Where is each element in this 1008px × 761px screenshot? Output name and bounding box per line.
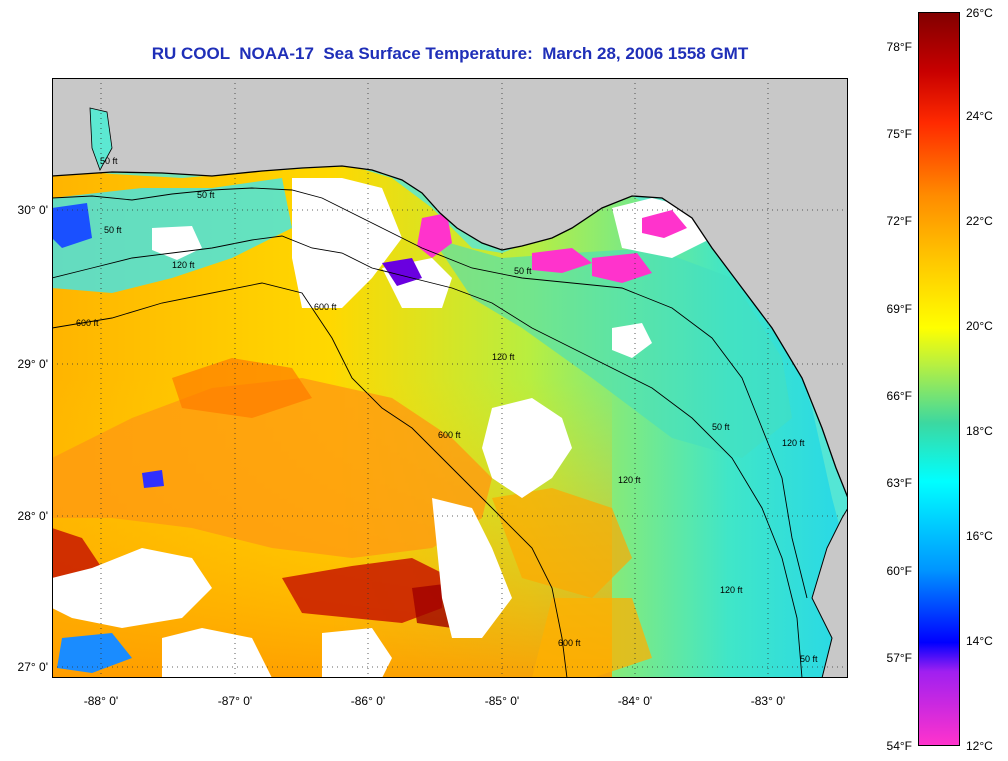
map-border [52, 78, 848, 678]
colorbar-f-label: 72°F [886, 214, 912, 228]
colorbar-f-label: 63°F [886, 476, 912, 490]
colorbar-c-label: 12°C [966, 739, 993, 753]
lat-label: 27° 0' [17, 660, 48, 674]
contour-label: 50 ft [197, 190, 215, 200]
contour-label: 120 ft [782, 438, 805, 448]
colorbar-c-label: 18°C [966, 424, 993, 438]
northern-coast-land [52, 78, 848, 498]
florida-coastline [52, 165, 848, 499]
lon-label: -88° 0' [83, 694, 119, 708]
lon-label: -85° 0' [484, 694, 520, 708]
bathymetry-contours [52, 187, 808, 678]
colorbar-c-label: 22°C [966, 214, 993, 228]
warm-patch [492, 488, 632, 598]
warm-patch [532, 598, 652, 678]
colorbar-f-label: 75°F [886, 127, 912, 141]
colorbar-f-label: 69°F [886, 302, 912, 316]
contour-label: 50 ft [104, 225, 122, 235]
contour-label: 600 ft [558, 638, 581, 648]
warm-patch [172, 358, 312, 418]
map-title: RU COOL NOAA-17 Sea Surface Temperature:… [151, 44, 749, 63]
colorbar-f-label: 78°F [886, 40, 912, 54]
contour-label: 120 ft [172, 260, 195, 270]
contour-label: 50 ft [514, 266, 532, 276]
lat-label: 29° 0' [17, 357, 48, 371]
cold-patches [52, 203, 687, 673]
colorbar-c-label: 14°C [966, 634, 993, 648]
warm-filament [52, 378, 492, 558]
sea-surface-temperature-map: 50 ft 50 ft 50 ft 50 ft 50 ft 120 ft 120… [52, 78, 848, 678]
lon-label: -83° 0' [750, 694, 786, 708]
lat-lon-grid [52, 78, 848, 678]
contour-label: 600 ft [314, 302, 337, 312]
contour-label: 50 ft [800, 654, 818, 664]
colorbar-f-label: 60°F [886, 564, 912, 578]
cool-shelf-water [52, 78, 848, 558]
lon-label: -87° 0' [217, 694, 253, 708]
lon-label: -86° 0' [350, 694, 386, 708]
contour-label: 120 ft [618, 475, 641, 485]
southern-florida-land [811, 507, 848, 678]
colorbar-c-label: 26°C [966, 6, 993, 20]
contour-label: 600 ft [76, 318, 99, 328]
colorbar-c-label: 16°C [966, 529, 993, 543]
colorbar-c-label: 24°C [966, 109, 993, 123]
contour-label: 120 ft [720, 585, 743, 595]
hot-patch [282, 558, 442, 623]
lon-label: -84° 0' [617, 694, 653, 708]
colorbar-f-label: 66°F [886, 389, 912, 403]
contour-label: 50 ft [100, 156, 118, 166]
lat-label: 28° 0' [17, 509, 48, 523]
colorbar-f-label: 57°F [886, 651, 912, 665]
contour-label: 50 ft [712, 422, 730, 432]
contour-label: 120 ft [492, 352, 515, 362]
colorbar-f-label: 54°F [886, 739, 912, 753]
temperature-colorbar [918, 12, 960, 746]
contour-label: 600 ft [438, 430, 461, 440]
colorbar-c-label: 20°C [966, 319, 993, 333]
lat-label: 30° 0' [17, 203, 48, 217]
